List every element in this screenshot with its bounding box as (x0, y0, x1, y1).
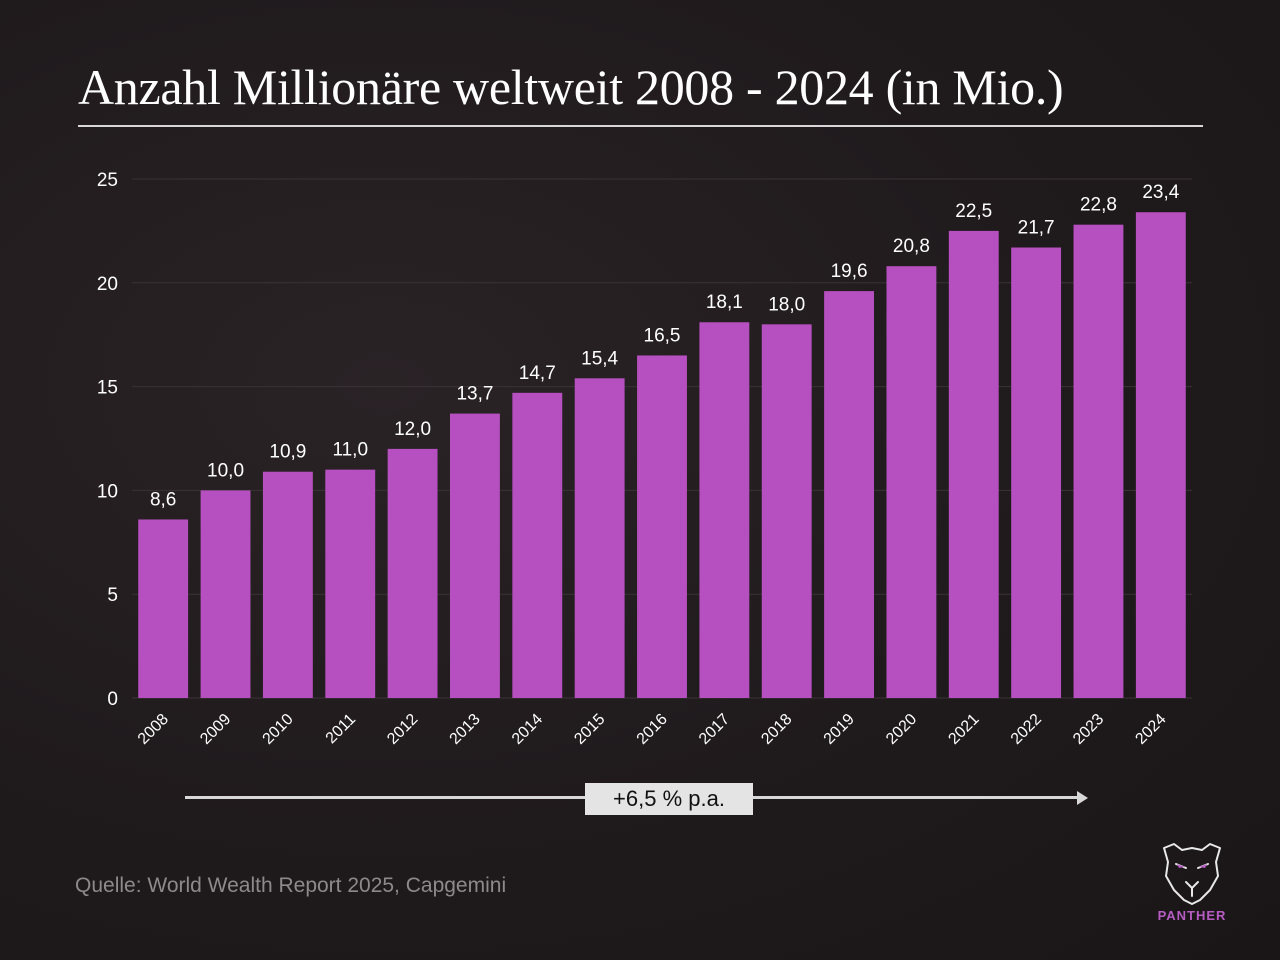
x-tick-label: 2021 (945, 711, 982, 748)
bar (1135, 212, 1186, 698)
x-tick-label: 2010 (260, 711, 297, 748)
bar (1073, 224, 1124, 698)
data-label: 18,0 (768, 294, 805, 315)
y-tick-label: 0 (107, 689, 118, 710)
bar (761, 324, 812, 698)
y-tick-label: 20 (97, 274, 118, 295)
brand-name: PANTHER (1157, 908, 1227, 923)
x-tick-label: 2015 (571, 711, 608, 748)
data-label: 14,7 (519, 363, 556, 384)
bar (325, 469, 376, 698)
bar (637, 355, 687, 698)
x-tick-label: 2014 (509, 711, 546, 748)
data-label: 10,9 (269, 442, 306, 463)
bar (824, 291, 874, 698)
data-label: 16,5 (644, 325, 681, 346)
data-label: 18,1 (706, 292, 743, 313)
y-tick-label: 15 (97, 378, 118, 399)
bar (512, 392, 563, 698)
source-note: Quelle: World Wealth Report 2025, Capgem… (75, 874, 507, 897)
bar (200, 490, 251, 698)
panther-head-icon (1163, 843, 1221, 905)
data-label: 22,8 (1080, 195, 1117, 216)
x-tick-label: 2011 (323, 711, 359, 747)
x-tick-label: 2009 (197, 711, 234, 748)
data-label: 23,4 (1142, 182, 1179, 203)
x-tick-label: 2013 (447, 711, 484, 748)
bar (262, 471, 313, 698)
bar (1011, 247, 1062, 698)
growth-rate-label: +6,5 % p.a. (585, 783, 753, 815)
data-label: 10,0 (207, 460, 244, 481)
data-label: 20,8 (893, 236, 930, 257)
data-label: 15,4 (581, 348, 618, 369)
data-label: 22,5 (955, 201, 992, 222)
data-label: 8,6 (150, 489, 176, 510)
data-label: 13,7 (456, 384, 493, 405)
x-tick-label: 2024 (1132, 711, 1169, 748)
bar (699, 322, 750, 698)
x-tick-label: 2008 (135, 711, 172, 748)
title-divider (78, 125, 1203, 127)
bar (886, 266, 937, 698)
data-label: 12,0 (394, 419, 431, 440)
chart-title: Anzahl Millionäre weltweit 2008 - 2024 (… (78, 59, 1064, 115)
bar (450, 413, 500, 698)
bar (387, 448, 438, 698)
x-tick-label: 2023 (1070, 711, 1107, 748)
x-tick-label: 2018 (758, 711, 795, 748)
x-tick-label: 2019 (821, 711, 858, 748)
trend-arrowhead-icon (1077, 791, 1088, 805)
x-tick-label: 2016 (634, 711, 671, 748)
x-tick-label: 2020 (883, 711, 920, 748)
x-tick-label: 2022 (1008, 711, 1045, 748)
y-tick-label: 10 (97, 481, 118, 502)
data-label: 21,7 (1018, 218, 1055, 239)
x-tick-label: 2012 (384, 711, 421, 748)
y-tick-label: 5 (107, 585, 118, 606)
y-tick-label: 25 (97, 170, 118, 191)
data-label: 11,0 (332, 440, 368, 461)
x-tick-label: 2017 (696, 711, 733, 748)
bar (138, 519, 189, 698)
bar (574, 378, 625, 698)
bar (948, 230, 999, 698)
data-label: 19,6 (831, 261, 868, 282)
